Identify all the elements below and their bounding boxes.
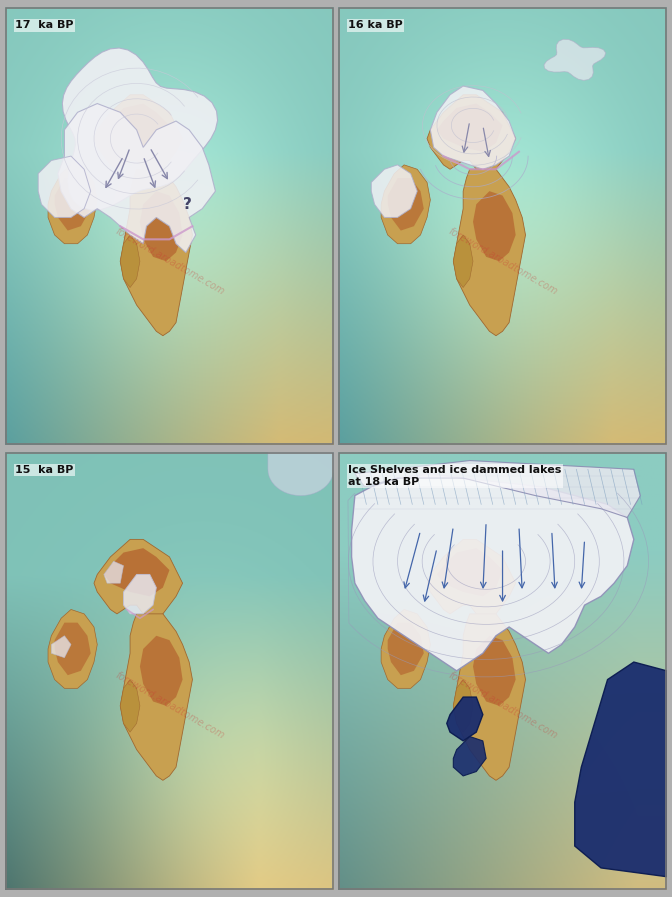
Polygon shape <box>54 623 91 675</box>
Polygon shape <box>427 539 515 618</box>
Polygon shape <box>430 86 515 170</box>
Polygon shape <box>62 48 218 210</box>
Polygon shape <box>104 548 169 597</box>
Polygon shape <box>454 235 473 288</box>
Polygon shape <box>381 165 430 244</box>
Polygon shape <box>454 680 473 732</box>
Polygon shape <box>473 191 515 261</box>
Text: foreword.aroadtome.com: foreword.aroadtome.com <box>113 670 226 741</box>
Polygon shape <box>454 614 526 780</box>
Polygon shape <box>454 170 526 335</box>
Polygon shape <box>54 178 91 231</box>
Polygon shape <box>120 614 192 780</box>
Polygon shape <box>437 103 503 152</box>
Text: 17  ka BP: 17 ka BP <box>15 21 74 30</box>
Text: foreword.aroadtome.com: foreword.aroadtome.com <box>113 226 226 297</box>
Polygon shape <box>48 165 97 244</box>
Polygon shape <box>124 574 157 614</box>
Text: foreword.aroadtome.com: foreword.aroadtome.com <box>446 226 559 297</box>
Polygon shape <box>104 103 169 152</box>
Text: foreword.aroadtome.com: foreword.aroadtome.com <box>446 670 559 741</box>
Polygon shape <box>381 609 430 688</box>
Text: 16 ka BP: 16 ka BP <box>348 21 403 30</box>
Polygon shape <box>58 103 216 252</box>
Polygon shape <box>51 636 71 658</box>
Text: Ice Shelves and ice dammed lakes
at 18 ka BP: Ice Shelves and ice dammed lakes at 18 k… <box>348 465 562 486</box>
Polygon shape <box>38 156 91 217</box>
Polygon shape <box>355 460 640 518</box>
Text: 15  ka BP: 15 ka BP <box>15 465 74 475</box>
Polygon shape <box>268 452 333 495</box>
Polygon shape <box>388 178 424 231</box>
Polygon shape <box>48 609 97 688</box>
Polygon shape <box>544 39 605 81</box>
Polygon shape <box>473 636 515 706</box>
Polygon shape <box>94 539 183 618</box>
Text: ?: ? <box>183 196 192 212</box>
Polygon shape <box>104 562 124 583</box>
Polygon shape <box>371 165 417 217</box>
Polygon shape <box>120 170 192 335</box>
Polygon shape <box>351 474 634 671</box>
Polygon shape <box>437 548 503 597</box>
Polygon shape <box>454 736 486 776</box>
Polygon shape <box>140 636 183 706</box>
Polygon shape <box>120 680 140 732</box>
Polygon shape <box>575 662 667 876</box>
Polygon shape <box>94 95 183 174</box>
Polygon shape <box>120 235 140 288</box>
Polygon shape <box>447 697 483 741</box>
Polygon shape <box>427 95 515 174</box>
Polygon shape <box>140 191 183 261</box>
Polygon shape <box>388 623 424 675</box>
